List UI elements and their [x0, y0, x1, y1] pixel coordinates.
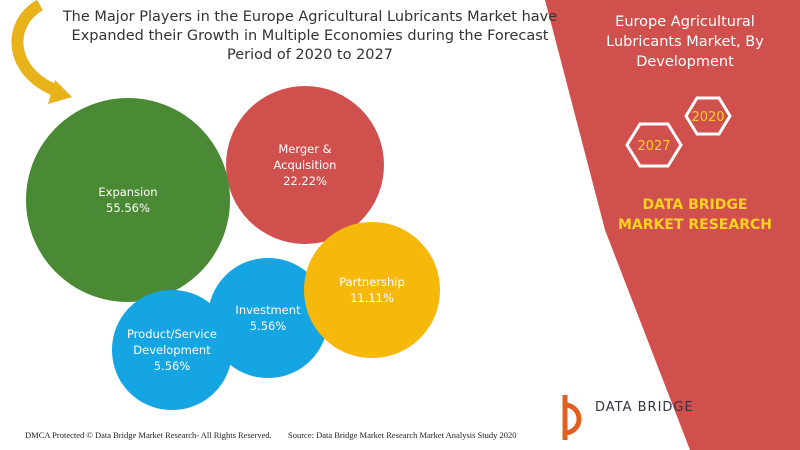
bubble: Partnership 11.11% [304, 222, 440, 358]
value-label: 5.56% [153, 358, 191, 373]
value-label: 55.56% [106, 200, 150, 215]
logo-icon [562, 395, 582, 440]
bubble: Expansion 55.56% [26, 98, 230, 302]
source: Source: Data Bridge Market Research Mark… [288, 430, 517, 440]
bubble-label: Product/Service Development [126, 326, 217, 357]
hexagon [625, 122, 683, 168]
bubble-label: Merger & Acquisition [273, 141, 337, 172]
footer: DMCA Protected © Data Bridge Market Rese… [25, 430, 272, 440]
brand-text: DATA BRIDGE MARKET RESEARCH [618, 197, 772, 233]
bubble-label: Expansion [98, 184, 158, 199]
value-label: 11.11% [350, 290, 394, 305]
arrow-head [48, 80, 72, 104]
hexagon-label: 2027 [637, 139, 670, 154]
value-label: 22.22% [283, 173, 327, 188]
bubble-label: Investment [235, 302, 301, 317]
hexagon-label: 2020 [691, 110, 724, 125]
hexagon [684, 96, 732, 136]
bubble: Merger & Acquisition 22.22% [225, 85, 385, 245]
value-label: 5.56% [249, 318, 287, 333]
subtitle: Europe Agricultural Lubricants Market, B… [606, 14, 764, 70]
bubble-label: Partnership [339, 274, 405, 289]
logo-text: DATA BRIDGE [595, 400, 694, 415]
side-panel [545, 0, 800, 450]
arrow [11, 0, 63, 98]
bubble: Product/Service Development 5.56% [112, 290, 232, 410]
chart-title: The Major Players in the Europe Agricult… [62, 9, 558, 63]
